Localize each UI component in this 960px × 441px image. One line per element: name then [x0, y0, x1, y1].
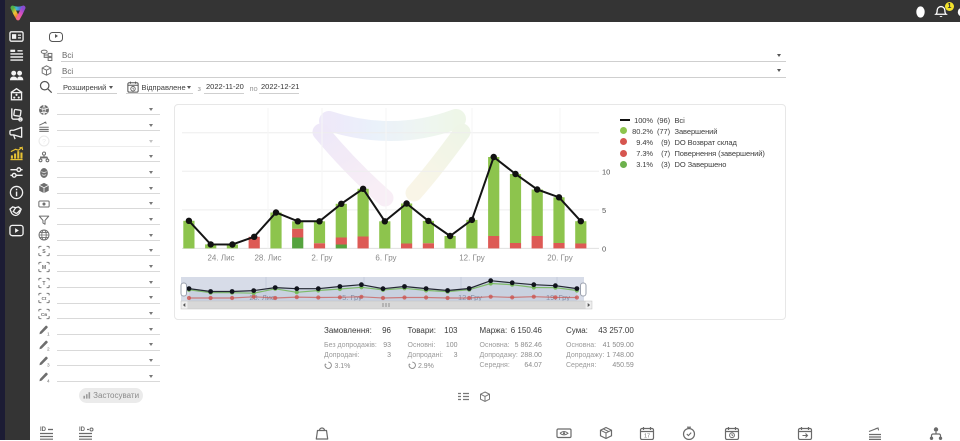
- svg-text:3: 3: [47, 362, 50, 366]
- svg-text:28. Лис: 28. Лис: [254, 254, 281, 263]
- svg-text:?: ?: [42, 139, 46, 146]
- svg-text:M: M: [42, 265, 46, 271]
- svg-text:Ct: Ct: [42, 296, 47, 301]
- svg-text:S: S: [42, 249, 46, 255]
- svg-text:0: 0: [602, 244, 606, 253]
- svg-text:2. Гру: 2. Гру: [311, 254, 332, 263]
- svg-text:T: T: [42, 280, 46, 286]
- svg-text:5: 5: [602, 206, 606, 215]
- svg-text:4: 4: [47, 378, 50, 382]
- svg-text:1: 1: [47, 331, 50, 335]
- svg-text:ID: ID: [40, 427, 47, 433]
- svg-text:Cв: Cв: [41, 312, 47, 317]
- svg-text:6. Гру: 6. Гру: [375, 254, 396, 263]
- svg-text:17: 17: [644, 434, 650, 440]
- svg-text:12. Гру: 12. Гру: [459, 254, 485, 263]
- svg-text:2: 2: [47, 347, 50, 351]
- svg-text:ID: ID: [79, 427, 86, 433]
- svg-text:24. Лис: 24. Лис: [207, 254, 234, 263]
- svg-text:10: 10: [602, 167, 610, 176]
- svg-text:20. Гру: 20. Гру: [547, 254, 573, 263]
